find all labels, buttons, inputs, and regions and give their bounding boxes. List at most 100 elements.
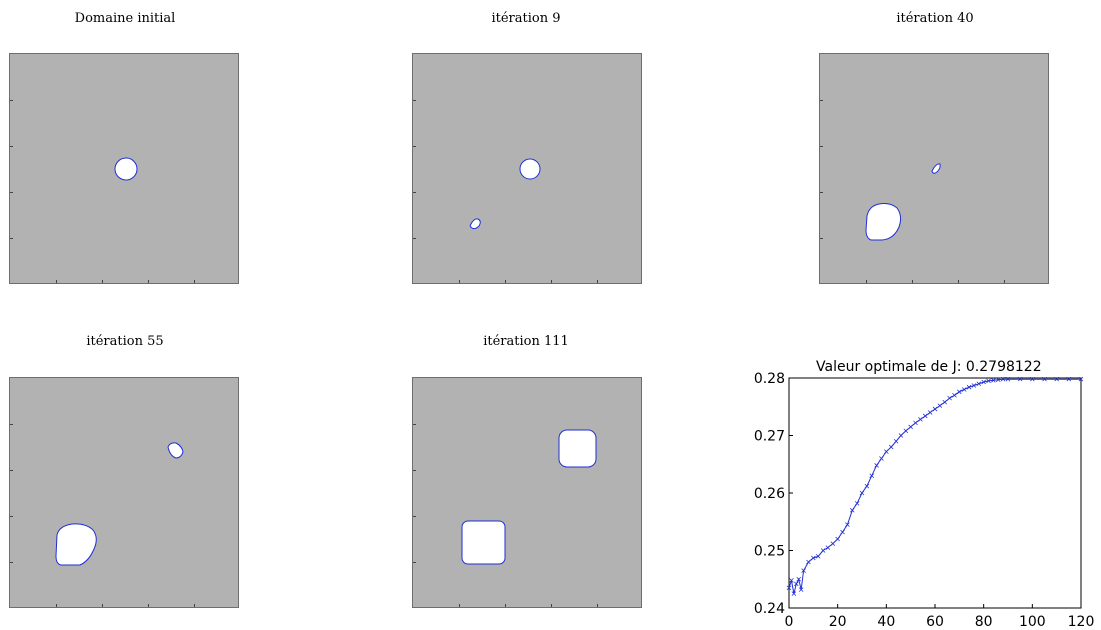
data-point [874,463,879,468]
axis-tick [551,280,552,283]
chart-title: Valeur optimale de J: 0.2798122 [816,359,1042,375]
axis-tick [1004,280,1005,283]
axis-tick [505,280,506,283]
axis-tick [10,146,13,147]
axis-tick [413,470,416,471]
domain-panel-iter111 [412,377,642,608]
domain-panel-iter40 [819,53,1049,284]
axis-tick [413,516,416,517]
data-point [815,553,821,559]
data-point [1078,376,1084,382]
data-point [1000,376,1006,382]
data-point [786,585,792,591]
y-tick-label: 0.27 [754,429,785,445]
axis-tick [102,280,103,283]
data-point [796,576,802,582]
data-point [791,591,797,596]
x-tick-label: 60 [926,614,944,630]
x-tick-label: 40 [877,614,895,630]
hole [114,157,138,181]
data-point [1042,376,1047,382]
axis-tick [866,280,867,283]
data-point [825,545,831,550]
hole [55,523,97,566]
panel-title-iter55: itération 55 [86,334,164,349]
axis-tick [148,604,149,607]
data-point [794,581,799,587]
data-point [840,529,845,535]
data-point [961,387,967,392]
data-point [888,444,894,450]
axis-tick [10,516,13,517]
data-point [801,568,806,573]
data-point [849,507,855,513]
x-tick-label: 80 [975,614,993,630]
data-point [995,377,1001,383]
data-point [1054,376,1059,382]
axis-tick [551,604,552,607]
data-point [789,578,794,583]
data-point [879,456,884,461]
data-point [1005,376,1011,382]
x-tick-label: 0 [785,614,794,630]
hole [461,520,506,565]
axis-tick [148,280,149,283]
data-point [884,449,889,454]
axis-tick [597,604,598,607]
hole [469,218,481,230]
chart-tick-labels: 0 20 40 60 80 100 120 0.24 0.25 0.26 0.27 0.28 [754,371,1095,630]
axis-tick [958,280,959,283]
data-point [1030,376,1035,382]
data-point [986,378,991,384]
axis-tick [102,604,103,607]
data-point [932,406,938,412]
domain-shapes [114,157,138,181]
panel-title-iter111: itération 111 [483,334,569,349]
y-tick-label: 0.28 [754,371,785,387]
panel-title-iter40: itération 40 [896,11,974,26]
y-tick-label: 0.25 [754,544,785,560]
data-point [937,403,943,408]
hole [558,429,597,468]
axis-tick [413,100,416,101]
data-point [854,501,860,506]
data-point [927,410,933,415]
axis-tick [459,604,460,607]
data-point [859,490,865,496]
axis-tick [56,280,57,283]
axis-tick [820,238,823,239]
data-point [908,424,913,430]
axis-tick [10,424,13,425]
data-point [952,392,957,398]
axis-tick [413,146,416,147]
data-point [922,413,928,419]
domain-shapes [55,442,184,566]
data-point [845,522,850,527]
data-point [942,399,948,405]
data-point [947,395,952,401]
axis-tick [820,146,823,147]
data-point [806,559,811,565]
axis-tick [413,562,416,563]
data-point [820,548,826,553]
panel-title-iter9: itération 9 [491,11,561,26]
data-point [1017,376,1023,382]
axis-tick [413,424,416,425]
data-point [918,417,923,422]
data-point [991,378,996,383]
data-point [898,433,904,438]
domain-panel-iter55 [9,377,239,608]
data-point [893,438,899,444]
axis-tick [10,100,13,101]
data-point [971,383,977,388]
x-tick-label: 100 [1019,614,1046,630]
y-tick-label: 0.26 [754,486,785,502]
plot-frame [788,377,1082,609]
data-point [811,555,816,561]
chart-markers [786,376,1084,596]
hole [865,203,902,241]
x-tick-label: 20 [829,614,847,630]
hole [167,442,184,459]
axis-tick [459,280,460,283]
